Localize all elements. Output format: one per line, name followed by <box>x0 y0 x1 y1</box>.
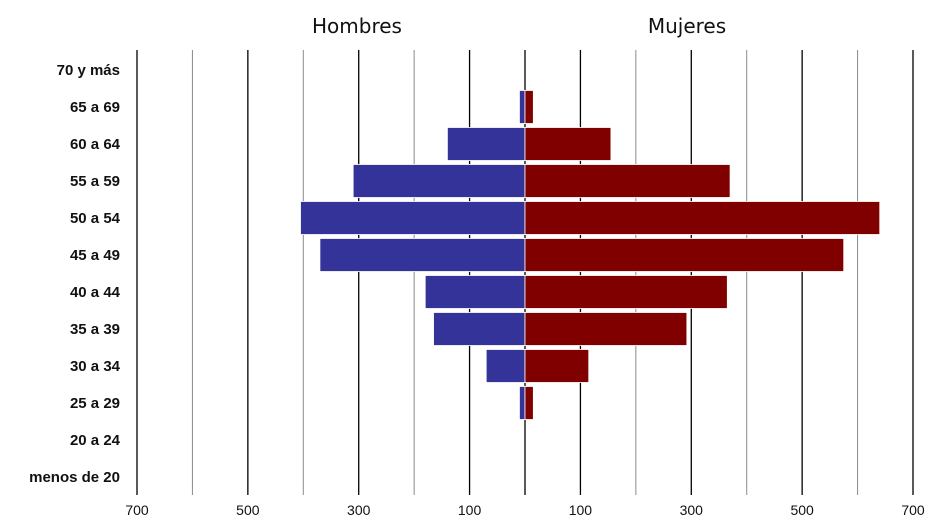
category-label: 35 a 39 <box>70 321 120 338</box>
category-label: menos de 20 <box>29 469 120 486</box>
mujeres-bar <box>524 90 534 124</box>
hombres-bar <box>485 349 526 383</box>
category-label: 65 a 69 <box>70 99 120 116</box>
x-tick-labels: 700 500 300 100 100 300 500 700 <box>125 502 925 518</box>
category-label: 60 a 64 <box>70 136 121 153</box>
mujeres-bar <box>524 127 612 161</box>
hombres-bar <box>446 127 526 161</box>
bars <box>300 90 881 420</box>
x-tick-label: 300 <box>347 502 371 518</box>
category-label: 25 a 29 <box>70 395 120 412</box>
left-side-title: Hombres <box>312 14 402 38</box>
category-label: 70 y más <box>57 62 120 79</box>
mujeres-bar <box>524 238 845 272</box>
category-label: 45 a 49 <box>70 247 120 264</box>
category-label: 20 a 24 <box>70 432 121 449</box>
x-tick-label: 500 <box>236 502 260 518</box>
hombres-bar <box>300 201 526 235</box>
gridlines <box>136 50 914 495</box>
hombres-bar <box>519 90 526 124</box>
hombres-bar <box>424 275 526 309</box>
category-labels: 70 y más 65 a 69 60 a 64 55 a 59 50 a 54 45 a… <box>29 62 121 486</box>
mujeres-bar <box>524 201 881 235</box>
x-tick-label: 100 <box>569 502 593 518</box>
mujeres-bar <box>524 349 590 383</box>
x-tick-label: 300 <box>680 502 704 518</box>
x-tick-label: 500 <box>790 502 814 518</box>
hombres-bar <box>433 312 526 346</box>
category-label: 55 a 59 <box>70 173 120 190</box>
hombres-bar <box>319 238 526 272</box>
mujeres-bar <box>524 164 731 198</box>
x-tick-label: 100 <box>458 502 482 518</box>
mujeres-bar <box>524 386 534 420</box>
category-label: 40 a 44 <box>70 284 121 301</box>
category-label: 50 a 54 <box>70 210 121 227</box>
x-tick-label: 700 <box>125 502 149 518</box>
hombres-bar <box>519 386 526 420</box>
category-label: 30 a 34 <box>70 358 121 375</box>
mujeres-bar <box>524 275 728 309</box>
right-side-title: Mujeres <box>648 14 726 38</box>
mujeres-bar <box>524 312 688 346</box>
x-tick-label: 700 <box>901 502 925 518</box>
hombres-bar <box>352 164 526 198</box>
